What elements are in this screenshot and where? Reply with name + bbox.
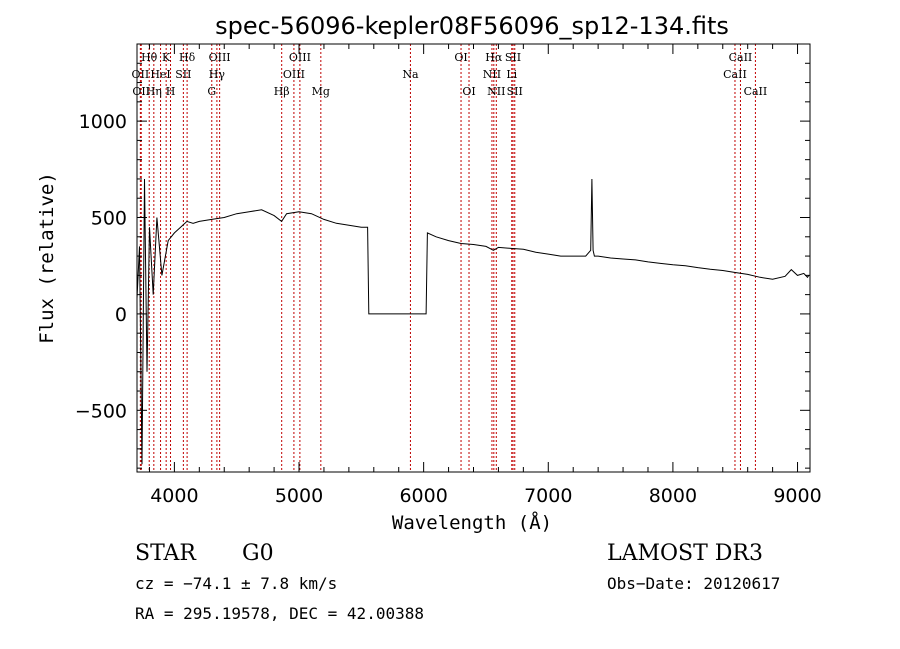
line-label-caii-8498: CaII	[723, 68, 747, 81]
x-axis-ticks: 4000 5000 6000 7000 8000 9000	[148, 44, 822, 507]
x-tick-label-9000: 9000	[773, 485, 821, 507]
x-tick-label-8000: 8000	[649, 485, 697, 507]
y-tick-label--500: −500	[75, 400, 127, 422]
line-label-nii-6548: NII	[483, 68, 501, 81]
line-label-na-5894: Na	[402, 68, 419, 81]
line-label-oiii-4363: OIII	[209, 51, 231, 64]
cz-value: cz = −74.1 ± 7.8 km/s	[135, 574, 337, 593]
x-tick-label-7000: 7000	[524, 485, 572, 507]
subclass-label: G0	[242, 541, 274, 566]
y-tick-label-1000: 1000	[79, 111, 127, 133]
spectral-line-markers	[139, 44, 756, 472]
line-label-nii-6583: NII	[487, 85, 505, 98]
line-label-sii-6731: SII	[507, 85, 523, 98]
line-label-k-3934: K	[162, 51, 171, 64]
y-axis-label: Flux (relative)	[36, 172, 58, 344]
survey-label: LAMOST DR3	[607, 541, 763, 566]
line-label-hγ-4341: Hγ	[209, 68, 226, 81]
x-tick-label-4000: 4000	[150, 485, 198, 507]
x-axis-label: Wavelength (Å)	[392, 511, 552, 534]
line-label-oi-6364: OI	[462, 85, 475, 98]
x-tick-label-5000: 5000	[275, 485, 323, 507]
y-axis-ticks: −500 0 500 1000	[75, 62, 810, 469]
line-label-caii-8542: CaII	[729, 51, 753, 64]
obs-date: Obs−Date: 20120617	[607, 574, 780, 593]
line-label-oiii-5007: OIII	[289, 51, 311, 64]
line-label-h-3969: H	[166, 85, 176, 98]
line-label-hδ-4102: Hδ	[179, 51, 196, 64]
line-label-g-4300: G	[207, 85, 216, 98]
line-label-sii-6717: SII	[505, 51, 521, 64]
y-tick-label-0: 0	[115, 304, 127, 326]
line-label-sii-4072: SII	[175, 68, 191, 81]
x-tick-label-6000: 6000	[399, 485, 447, 507]
line-label-hα-6563: Hα	[485, 51, 503, 64]
line-label-li-6707: Li	[506, 68, 517, 81]
line-label-oiii-4959: OIII	[283, 68, 305, 81]
line-label-oi-6300: OI	[454, 51, 467, 64]
coordinates: RA = 295.19578, DEC = 42.00388	[135, 604, 424, 623]
line-label-oii-3727: OII	[132, 68, 150, 81]
line-label-caii-8662: CaII	[744, 85, 768, 98]
chart-title: spec-56096-kepler08F56096_sp12-134.fits	[215, 12, 729, 40]
line-label-mg-5175: Mg	[312, 85, 330, 98]
line-label-hη-3835: Hη	[146, 85, 162, 98]
class-label: STAR	[135, 541, 197, 566]
line-label-hθ-3798: Hθ	[141, 51, 158, 64]
spectrum-line	[136, 178, 810, 465]
line-label-hβ-4861: Hβ	[274, 85, 290, 98]
line-label-hei-3889: HeI	[150, 68, 170, 81]
y-tick-label-500: 500	[91, 208, 127, 230]
